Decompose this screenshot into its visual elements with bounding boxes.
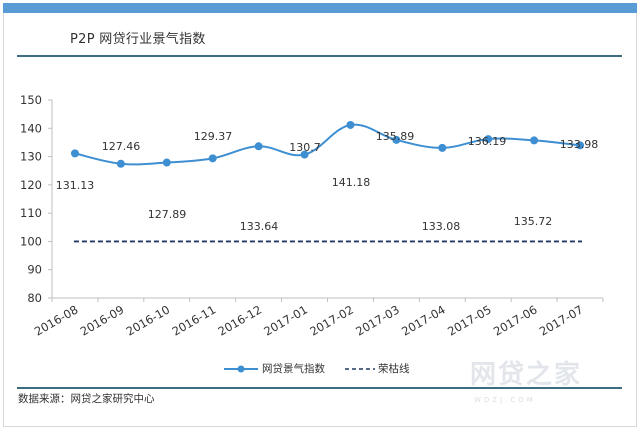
data-point-marker (70, 149, 79, 158)
chart-title: P2P 网贷行业景气指数 (70, 32, 206, 47)
data-point-marker (576, 141, 585, 150)
data-point-marker (300, 150, 309, 159)
y-tick-label: 110 (20, 206, 42, 220)
data-label: 130.7 (289, 141, 321, 154)
data-point-marker (254, 142, 263, 151)
y-tick-label: 100 (20, 234, 42, 248)
x-tick-label: 2017-06 (491, 302, 540, 338)
y-tick-label: 90 (27, 263, 42, 277)
data-label: 131.13 (56, 179, 95, 192)
data-label: 133.98 (560, 138, 599, 151)
data-point-marker (392, 135, 401, 144)
x-tick-label: 2017-02 (307, 302, 356, 338)
dashed-line-icon (345, 367, 375, 370)
chart-frame (3, 3, 637, 427)
data-point-marker (438, 143, 447, 152)
data-label: 135.89 (376, 130, 415, 143)
chart-legend: 网贷景气指数 荣枯线 (224, 361, 430, 376)
y-tick-label: 140 (20, 121, 42, 135)
y-tick-label: 150 (20, 93, 42, 107)
data-label: 129.37 (194, 130, 233, 143)
data-source: 数据来源：网贷之家研究中心 (18, 393, 155, 405)
x-tick-label: 2017-03 (353, 302, 402, 338)
data-label: 127.46 (102, 140, 141, 153)
watermark-sub: WDZJ.COM (474, 396, 536, 404)
data-label: 135.72 (514, 215, 553, 228)
data-point-marker (530, 136, 539, 145)
line-marker-icon (224, 365, 258, 372)
data-label: 127.89 (148, 208, 187, 221)
x-tick-label: 2016-10 (124, 302, 173, 338)
watermark: 网贷之家 (470, 360, 583, 390)
data-label: 141.18 (332, 176, 371, 189)
x-tick-label: 2016-08 (32, 302, 81, 338)
title-rule (17, 55, 622, 57)
x-tick-label: 2016-12 (216, 302, 265, 338)
data-label: 133.64 (240, 220, 279, 233)
data-label: 133.08 (422, 220, 461, 233)
legend-label-threshold: 荣枯线 (378, 363, 410, 375)
data-point-marker (162, 158, 171, 167)
x-tick-label: 2017-01 (261, 302, 310, 338)
legend-item-index: 网贷景气指数 (224, 361, 325, 376)
x-tick-label: 2017-05 (445, 302, 494, 338)
top-accent-bar (3, 3, 637, 13)
x-tick-label: 2016-09 (78, 302, 127, 338)
footer-rule (17, 387, 622, 389)
y-tick-label: 120 (20, 178, 42, 192)
x-tick-label: 2017-07 (537, 302, 586, 338)
y-tick-label: 130 (20, 150, 42, 164)
y-tick-label: 80 (27, 291, 42, 305)
data-point-marker (484, 135, 493, 144)
legend-label-index: 网贷景气指数 (262, 363, 325, 375)
data-label: 136.19 (468, 135, 507, 148)
x-tick-label: 2016-11 (170, 302, 219, 338)
legend-item-threshold: 荣枯线 (345, 361, 410, 376)
x-tick-label: 2017-04 (399, 302, 448, 338)
data-point-marker (116, 159, 125, 168)
series-line (74, 123, 581, 166)
data-point-marker (346, 120, 355, 129)
data-point-marker (208, 154, 217, 163)
